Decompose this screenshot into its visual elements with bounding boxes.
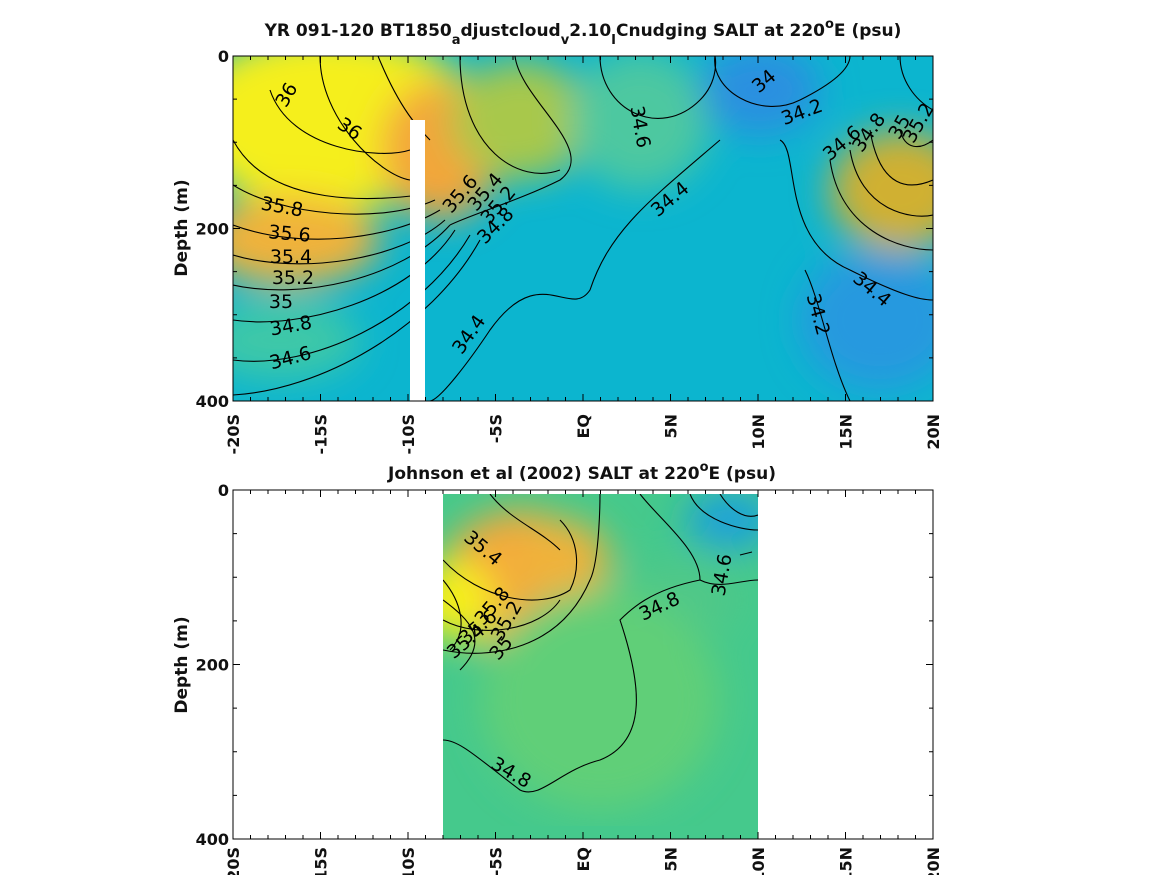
x-tick-label: 5N [662,847,681,872]
x-tick-label: -10S [399,414,418,454]
x-tick-label: 5N [662,414,681,439]
top-heatmap [233,56,933,401]
x-tick-label: -5S [487,414,506,443]
y-tick-label: 400 [196,830,229,849]
top-title: YR 091-120 BT1850adjustcloudv2.10ICnudgi… [264,17,902,48]
contour-label: 35.6 [267,221,311,247]
y-tick-label: 0 [218,481,229,500]
y-tick-label: 200 [196,656,229,675]
contour-label: 35 [269,291,293,313]
x-tick-label: 15N [837,847,856,875]
bottom-axis-ticks: -20S -15S -10S -5S EQ 5N 10N 15N 20N 0 200 400 [196,481,943,875]
x-tick-label: -15S [312,847,331,875]
contour-label: 35.2 [272,267,314,289]
x-tick-label: 20N [924,414,943,450]
top-y-axis-label: Depth (m) [172,179,192,276]
x-tick-label: -20S [224,414,243,454]
y-tick-label: 200 [196,220,229,239]
x-tick-label: 15N [837,414,856,450]
x-tick-label: EQ [574,414,593,439]
y-tick-label: 400 [196,392,229,411]
y-tick-label: 0 [218,47,229,66]
top-panel: YR 091-120 BT1850adjustcloudv2.10ICnudgi… [172,17,943,454]
x-tick-label: EQ [574,847,593,872]
bottom-y-axis-label: Depth (m) [172,616,192,713]
x-tick-label: 10N [749,847,768,875]
top-axis-ticks: -20S -15S -10S -5S EQ 5N 10N 15N 20N 0 200 400 [196,47,943,454]
x-tick-label: -10S [399,847,418,875]
bottom-title: Johnson et al (2002) SALT at 220oE (psu) [387,460,776,484]
x-tick-label: -5S [487,847,506,875]
x-tick-label: -15S [312,414,331,454]
contour-label: 35.4 [270,246,312,268]
bottom-panel: Johnson et al (2002) SALT at 220oE (psu) [172,460,943,875]
x-tick-label: 20N [924,847,943,875]
x-tick-label: -20S [224,847,243,875]
x-tick-label: 10N [749,414,768,450]
bottom-heatmap [443,494,758,839]
